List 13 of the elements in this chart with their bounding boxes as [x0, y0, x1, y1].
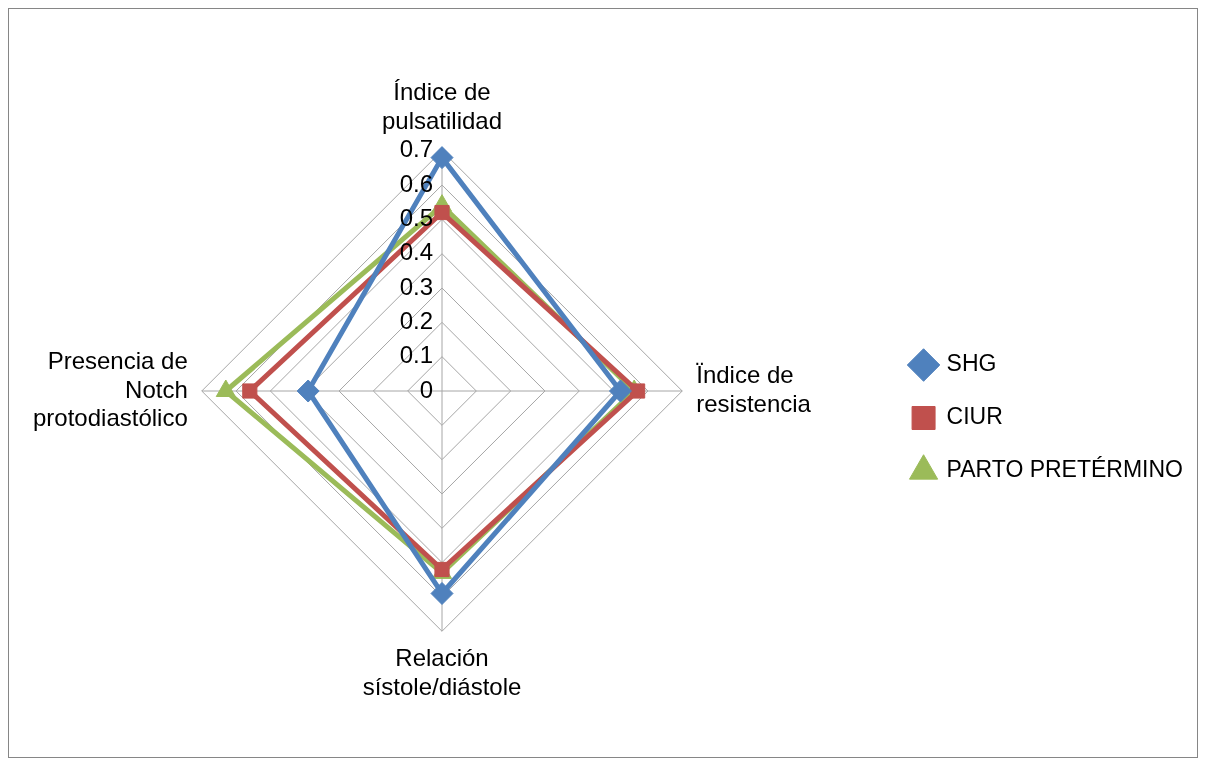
legend-label: PARTO PRETÉRMINO: [946, 456, 1184, 483]
spoke-label: Ïndice de resistencia: [696, 361, 812, 418]
spoke-label: Índice de pulsatilidad: [381, 78, 503, 134]
y-tick-label: 0.4: [399, 238, 433, 266]
spoke-label: Presencia de Notch protodiastólico: [32, 346, 188, 432]
y-tick-label: 0.7: [399, 135, 433, 163]
y-tick-label: 0: [419, 375, 433, 403]
legend-label: CIUR: [946, 403, 1003, 430]
y-tick-label: 0.2: [399, 306, 433, 334]
spoke-label: Relación sístole/diástole: [362, 644, 522, 701]
y-tick-label: 0.1: [399, 341, 433, 369]
legend-label: SHG: [946, 350, 997, 377]
y-tick-label: 0.3: [399, 272, 433, 300]
